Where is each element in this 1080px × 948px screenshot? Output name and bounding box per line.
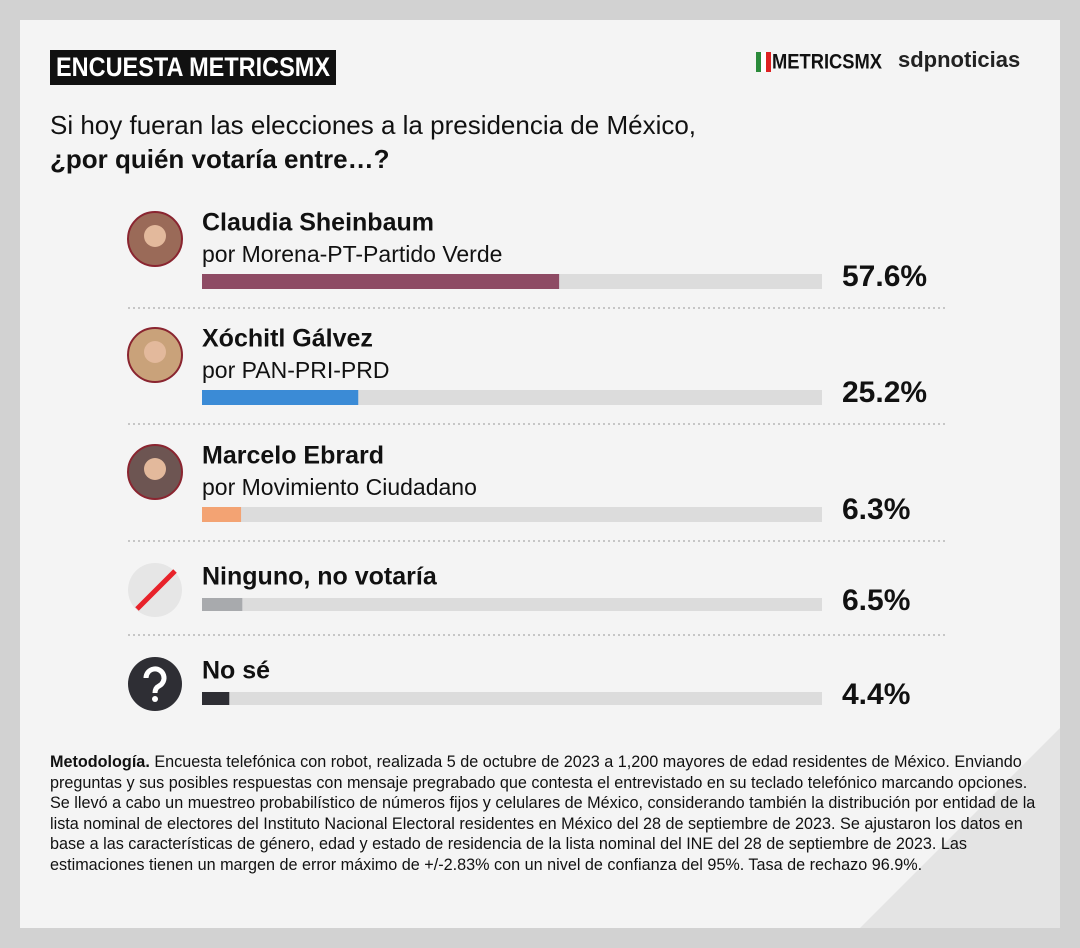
avatar-face	[144, 458, 166, 480]
flag-green	[756, 52, 761, 72]
category-sublabel: por PAN-PRI-PRD	[202, 357, 389, 383]
category-sublabel: por Movimiento Ciudadano	[202, 474, 477, 500]
flag-red	[766, 52, 771, 72]
category-label: Claudia Sheinbaum	[202, 209, 434, 237]
methodology-label: Metodología.	[50, 753, 150, 771]
brand-sdp: sdpnoticias	[898, 47, 1020, 72]
title-box	[50, 50, 336, 85]
question-line: Si hoy fueran las elecciones a la presid…	[50, 110, 696, 140]
avatar-face	[144, 341, 166, 363]
value-label: 6.3%	[842, 493, 910, 526]
bar	[202, 274, 560, 289]
category-sublabel: por Morena-PT-Partido Verde	[202, 241, 502, 267]
icon-dot	[152, 696, 158, 702]
bar	[202, 507, 242, 522]
icon-slash	[135, 569, 177, 611]
avatar-face	[144, 225, 166, 247]
question-line: ¿por quién votaría entre…?	[50, 144, 390, 174]
value-label: 25.2%	[842, 376, 927, 409]
bar	[202, 598, 243, 611]
category-label: No sé	[202, 657, 270, 685]
chart-title: ENCUESTA METRICSMX	[56, 52, 330, 82]
value-label: 57.6%	[842, 260, 927, 293]
icon-unknown	[128, 657, 182, 711]
bar	[202, 692, 230, 705]
category-label: Ninguno, no votaría	[202, 563, 438, 591]
icon-question	[143, 666, 167, 694]
flag-white	[761, 52, 766, 72]
methodology: Metodología. Encuesta telefónica con rob…	[50, 752, 1040, 875]
bar	[202, 390, 359, 405]
value-label: 4.4%	[842, 678, 910, 711]
category-label: Xóchitl Gálvez	[202, 325, 373, 353]
decor	[860, 728, 1060, 928]
bar-track	[202, 598, 822, 611]
methodology-text: Encuesta telefónica con robot, realizada…	[50, 753, 1036, 874]
brand-metrics: METRICSMX	[772, 51, 882, 74]
value-label: 6.5%	[842, 584, 910, 617]
bar-track	[202, 692, 822, 705]
card	[20, 20, 1060, 928]
bar-track	[202, 507, 822, 522]
category-label: Marcelo Ebrard	[202, 442, 384, 470]
